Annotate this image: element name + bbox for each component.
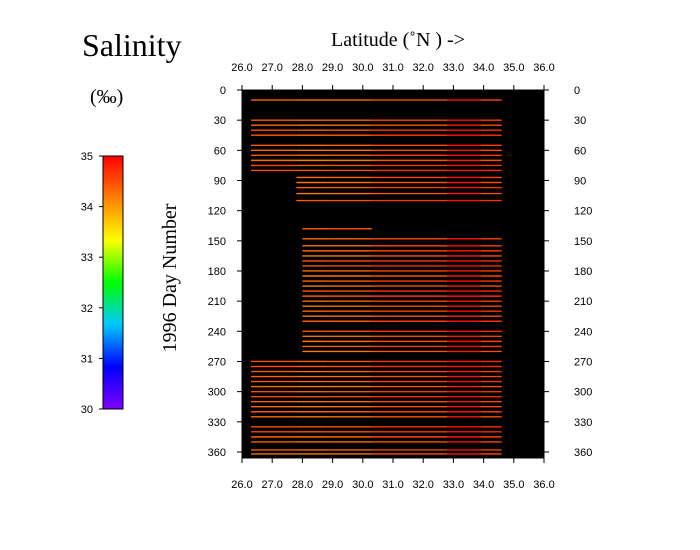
colorbar-tick-label: 34 <box>81 202 93 214</box>
x-tick-label: 32.0 <box>412 479 433 491</box>
chart-title: Salinity <box>82 27 182 63</box>
y-tick-label: 360 <box>208 447 226 459</box>
x-tick-label: 36.0 <box>533 479 554 491</box>
y-tick-label: 300 <box>574 387 592 399</box>
y-tick-label: 210 <box>208 296 226 308</box>
colorbar-tick-label: 30 <box>81 404 93 416</box>
x-tick-label: 28.0 <box>292 62 313 74</box>
x-tick-label: 28.0 <box>292 479 313 491</box>
y-axis-title: 1996 Day Number <box>159 203 181 352</box>
y-tick-label: 150 <box>208 236 226 248</box>
x-tick-label: 35.0 <box>503 62 524 74</box>
cruise-tracks <box>251 99 502 455</box>
y-tick-label: 270 <box>208 356 226 368</box>
x-tick-label: 34.0 <box>473 479 494 491</box>
y-ticks-left: 0 30 60 90 120 150 180 210 240 270 300 330 360 <box>208 85 242 459</box>
y-tick-label: 330 <box>574 417 592 429</box>
y-tick-label: 120 <box>574 206 592 218</box>
colorbar-tick-label: 35 <box>81 151 93 163</box>
y-tick-label: 210 <box>574 296 592 308</box>
x-tick-label: 34.0 <box>473 62 494 74</box>
colorbar-tick-label: 32 <box>81 303 93 315</box>
x-tick-label: 30.0 <box>352 62 373 74</box>
y-tick-label: 0 <box>220 85 226 97</box>
x-tick-label: 31.0 <box>382 62 403 74</box>
y-tick-label: 330 <box>208 417 226 429</box>
y-tick-label: 300 <box>208 387 226 399</box>
x-tick-label: 26.0 <box>231 62 252 74</box>
x-tick-label: 36.0 <box>533 62 554 74</box>
colorbar-ticks: 30 31 32 33 34 35 <box>81 151 103 416</box>
x-tick-label: 29.0 <box>322 479 343 491</box>
x-axis-title: Latitude (˚N ) -> <box>331 29 465 51</box>
y-tick-label: 180 <box>574 266 592 278</box>
x-tick-label: 31.0 <box>382 479 403 491</box>
x-tick-label: 33.0 <box>443 479 464 491</box>
x-ticks-bottom: 26.0 27.0 28.0 29.0 30.0 31.0 32.0 33.0 34.0 35.0… <box>231 458 555 491</box>
x-tick-label: 26.0 <box>231 479 252 491</box>
y-tick-label: 240 <box>208 326 226 338</box>
x-tick-label: 32.0 <box>412 62 433 74</box>
colorbar <box>102 155 124 410</box>
x-tick-label: 35.0 <box>503 479 524 491</box>
x-tick-label: 27.0 <box>261 479 282 491</box>
x-tick-label: 30.0 <box>352 479 373 491</box>
y-tick-label: 0 <box>574 85 580 97</box>
y-tick-label: 180 <box>208 266 226 278</box>
y-tick-label: 90 <box>214 175 226 187</box>
y-tick-label: 120 <box>208 206 226 218</box>
x-tick-label: 33.0 <box>443 62 464 74</box>
y-tick-label: 30 <box>574 115 586 127</box>
y-tick-label: 60 <box>574 145 586 157</box>
y-tick-label: 240 <box>574 326 592 338</box>
x-tick-label: 27.0 <box>261 62 282 74</box>
unit-label: (‰) <box>90 86 123 108</box>
y-tick-label: 150 <box>574 236 592 248</box>
y-ticks-right: 0 30 60 90 120 150 180 210 240 270 300 330 360 <box>544 85 592 459</box>
y-tick-label: 30 <box>214 115 226 127</box>
x-ticks-top: 26.0 27.0 28.0 29.0 30.0 31.0 32.0 33.0 34.0 35.0… <box>231 62 555 90</box>
y-tick-label: 270 <box>574 356 592 368</box>
y-tick-label: 90 <box>574 175 586 187</box>
y-tick-label: 360 <box>574 447 592 459</box>
x-tick-label: 29.0 <box>322 62 343 74</box>
colorbar-tick-label: 33 <box>81 252 93 264</box>
colorbar-tick-label: 31 <box>81 353 93 365</box>
y-tick-label: 60 <box>214 145 226 157</box>
